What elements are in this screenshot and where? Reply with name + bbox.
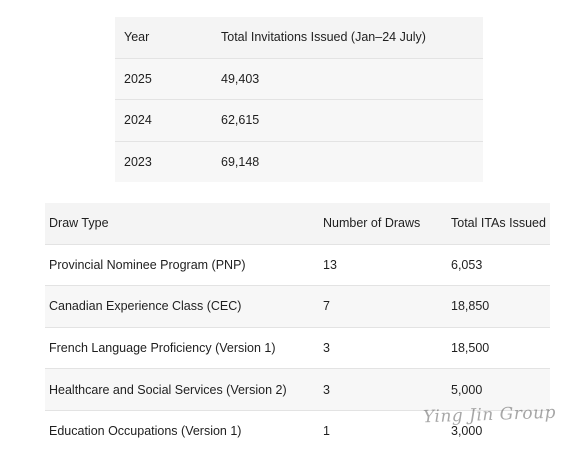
header-total-invitations: Total Invitations Issued (Jan–24 July) — [221, 30, 426, 45]
table-row: Education Occupations (Version 1) 1 3,00… — [45, 410, 550, 452]
header-total-itas: Total ITAs Issued — [451, 216, 546, 231]
draw-type-cell: Provincial Nominee Program (PNP) — [49, 257, 246, 272]
draw-type-cell: French Language Proficiency (Version 1) — [49, 341, 276, 356]
table-row: 2023 69,148 — [115, 141, 483, 182]
header-number-of-draws: Number of Draws — [323, 216, 421, 231]
year-cell: 2025 — [124, 71, 152, 86]
itas-cell: 5,000 — [451, 382, 483, 397]
draw-count-cell: 3 — [323, 382, 330, 397]
header-draw-type: Draw Type — [49, 216, 109, 231]
invitations-cell: 69,148 — [221, 154, 260, 169]
itas-cell: 6,053 — [451, 257, 483, 272]
itas-cell: 18,850 — [451, 299, 490, 314]
draw-type-cell: Education Occupations (Version 1) — [49, 424, 242, 439]
table-row: Canadian Experience Class (CEC) 7 18,850 — [45, 286, 550, 328]
table-row: 2025 49,403 — [115, 58, 483, 100]
table-row: Provincial Nominee Program (PNP) 13 6,05… — [45, 244, 550, 287]
draw-types-table: Draw Type Number of Draws Total ITAs Iss… — [45, 203, 550, 452]
draw-count-cell: 3 — [323, 341, 330, 356]
invitations-by-year-table: Year Total Invitations Issued (Jan–24 Ju… — [115, 17, 483, 182]
year-cell: 2023 — [124, 154, 152, 169]
draw-count-cell: 13 — [323, 257, 337, 272]
draw-type-cell: Canadian Experience Class (CEC) — [49, 299, 242, 314]
year-cell: 2024 — [124, 113, 152, 128]
table-row: French Language Proficiency (Version 1) … — [45, 327, 550, 370]
table-header-row: Draw Type Number of Draws Total ITAs Iss… — [45, 203, 550, 245]
draw-count-cell: 1 — [323, 424, 330, 439]
header-year: Year — [124, 30, 150, 45]
table-row: Healthcare and Social Services (Version … — [45, 369, 550, 411]
draw-count-cell: 7 — [323, 299, 330, 314]
invitations-cell: 49,403 — [221, 71, 260, 86]
draw-type-cell: Healthcare and Social Services (Version … — [49, 382, 287, 397]
invitations-cell: 62,615 — [221, 113, 260, 128]
itas-cell: 3,000 — [451, 424, 483, 439]
itas-cell: 18,500 — [451, 341, 490, 356]
table-row: 2024 62,615 — [115, 100, 483, 142]
table-header-row: Year Total Invitations Issued (Jan–24 Ju… — [115, 17, 483, 59]
